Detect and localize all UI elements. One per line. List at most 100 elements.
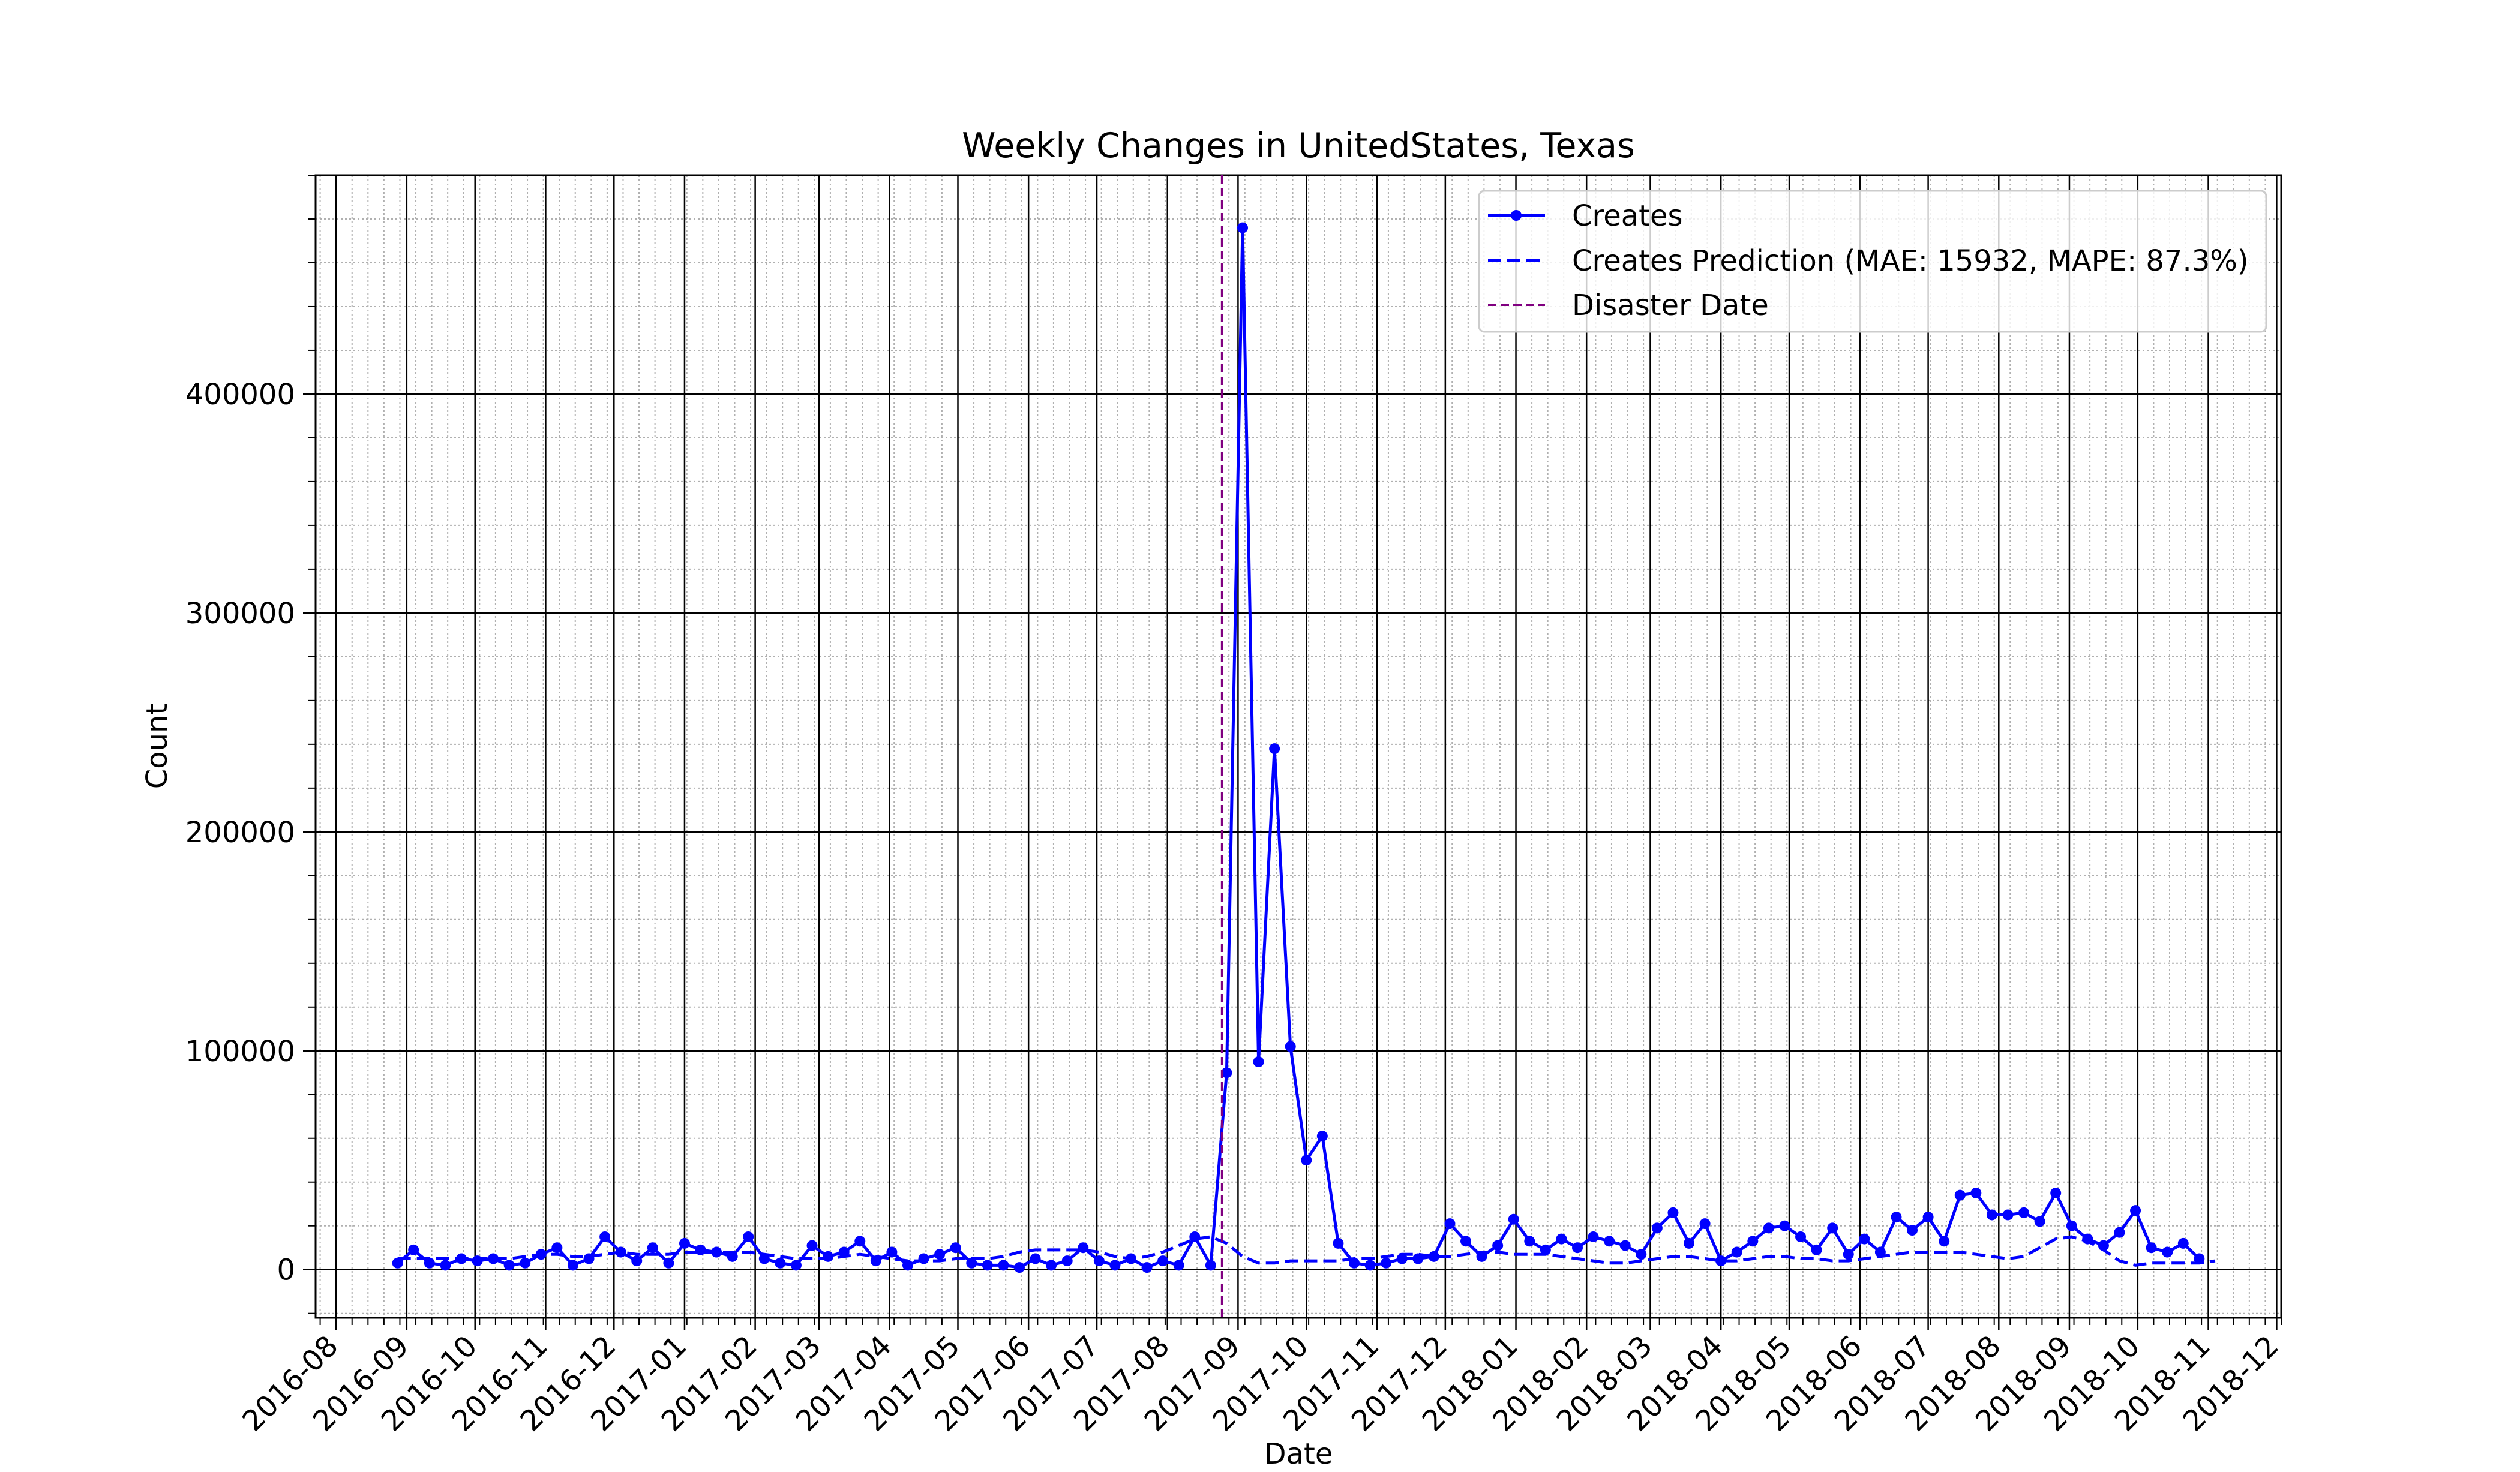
creates-point <box>1715 1255 1727 1267</box>
creates-point <box>392 1257 403 1269</box>
legend-box <box>1478 190 2267 333</box>
creates-point <box>1093 1255 1105 1267</box>
creates-point <box>1109 1260 1121 1271</box>
creates-point <box>1731 1246 1742 1258</box>
creates-point <box>918 1253 929 1264</box>
creates-point <box>934 1249 946 1260</box>
legend-marker-creates <box>1511 210 1522 221</box>
creates-point <box>886 1246 898 1258</box>
x-axis-label: Date <box>1264 1437 1333 1470</box>
creates-point <box>1827 1222 1838 1234</box>
creates-point <box>1859 1233 1870 1245</box>
creates-point <box>1349 1257 1360 1269</box>
creates-point <box>488 1253 499 1264</box>
creates-point <box>1046 1260 1057 1271</box>
creates-point <box>854 1236 866 1247</box>
creates-point <box>1556 1233 1567 1245</box>
creates-point <box>503 1260 515 1271</box>
y-tick-label: 100000 <box>185 1035 295 1068</box>
creates-point <box>870 1255 881 1267</box>
y-tick-label: 200000 <box>185 816 295 849</box>
creates-point <box>1237 222 1248 233</box>
legend-entry-disaster-date: Disaster Date <box>1488 289 1769 322</box>
creates-point <box>1173 1260 1184 1271</box>
creates-point <box>1428 1251 1439 1262</box>
creates-point <box>1939 1236 1950 1247</box>
legend-label-prediction: Creates Prediction (MAE: 15932, MAPE: 87… <box>1572 244 2249 278</box>
creates-point <box>1189 1231 1201 1242</box>
creates-point <box>2018 1207 2030 1218</box>
creates-point <box>647 1242 658 1254</box>
creates-point <box>1301 1155 1312 1166</box>
creates-point <box>1205 1260 1216 1271</box>
legend-entry-creates: Creates <box>1488 199 1683 233</box>
y-tick-label: 400000 <box>185 378 295 411</box>
creates-point <box>631 1255 643 1267</box>
creates-point <box>966 1257 977 1269</box>
creates-point <box>1970 1187 1982 1198</box>
creates-point <box>711 1246 722 1258</box>
creates-point <box>982 1260 993 1271</box>
creates-point <box>472 1255 483 1267</box>
creates-point <box>1221 1067 1232 1079</box>
prediction-line <box>397 1235 2216 1267</box>
creates-point <box>2162 1246 2173 1258</box>
creates-point <box>1699 1218 1711 1230</box>
creates-point <box>1604 1236 1615 1247</box>
legend: Creates Creates Prediction (MAE: 15932, … <box>1478 190 2267 333</box>
creates-point <box>663 1257 674 1269</box>
creates-point <box>1540 1244 1551 1255</box>
creates-point <box>823 1251 834 1262</box>
creates-point <box>1460 1236 1472 1247</box>
creates-point <box>1412 1253 1424 1264</box>
creates-point <box>1795 1231 1807 1242</box>
axes-frame <box>314 174 2282 1319</box>
creates-point <box>1030 1253 1041 1264</box>
creates-point <box>1747 1236 1759 1247</box>
creates-point <box>2177 1237 2189 1249</box>
creates-point <box>1891 1212 1902 1223</box>
creates-point <box>2050 1187 2062 1198</box>
minor-grid <box>316 175 2282 1318</box>
creates-point <box>455 1253 467 1264</box>
creates-point <box>424 1257 435 1269</box>
creates-point <box>567 1260 578 1271</box>
legend-entry-prediction: Creates Prediction (MAE: 15932, MAPE: 87… <box>1488 244 2249 278</box>
creates-point <box>1013 1262 1025 1273</box>
creates-point <box>1492 1240 1504 1251</box>
legend-label-disaster-date: Disaster Date <box>1572 289 1769 322</box>
y-axis-label: Count <box>140 704 174 789</box>
creates-point <box>1524 1236 1535 1247</box>
creates-point <box>551 1242 563 1254</box>
creates-point <box>2194 1253 2205 1264</box>
legend-label-creates: Creates <box>1572 199 1683 233</box>
creates-point <box>1125 1253 1136 1264</box>
creates-point <box>1922 1212 1934 1223</box>
creates-point <box>1763 1222 1774 1234</box>
creates-point <box>583 1253 595 1264</box>
creates-point <box>1811 1244 1822 1255</box>
creates-point <box>1588 1231 1599 1242</box>
creates-point <box>806 1240 818 1251</box>
creates-point <box>2002 1209 2014 1221</box>
creates-point <box>1316 1131 1328 1142</box>
creates-point <box>950 1242 961 1254</box>
creates-point <box>727 1251 738 1262</box>
creates-point <box>1779 1220 1790 1231</box>
creates-point <box>408 1244 419 1255</box>
creates-point <box>1157 1255 1169 1267</box>
creates-point <box>1843 1249 1854 1260</box>
creates-point <box>1907 1225 1918 1236</box>
y-axis: 0 100000 200000 300000 400000 <box>185 175 316 1314</box>
creates-point <box>679 1237 690 1249</box>
major-grid <box>316 175 2281 1318</box>
creates-point <box>2082 1233 2093 1245</box>
creates-point <box>775 1257 786 1269</box>
creates-point <box>2114 1227 2125 1238</box>
creates-point <box>1684 1237 1695 1249</box>
creates-point <box>1667 1207 1679 1218</box>
creates-point <box>1364 1260 1376 1271</box>
creates-point <box>2130 1205 2141 1216</box>
creates-point <box>440 1260 451 1271</box>
